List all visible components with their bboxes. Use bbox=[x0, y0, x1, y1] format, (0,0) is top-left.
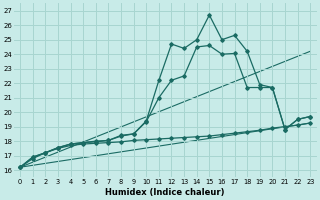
X-axis label: Humidex (Indice chaleur): Humidex (Indice chaleur) bbox=[106, 188, 225, 197]
